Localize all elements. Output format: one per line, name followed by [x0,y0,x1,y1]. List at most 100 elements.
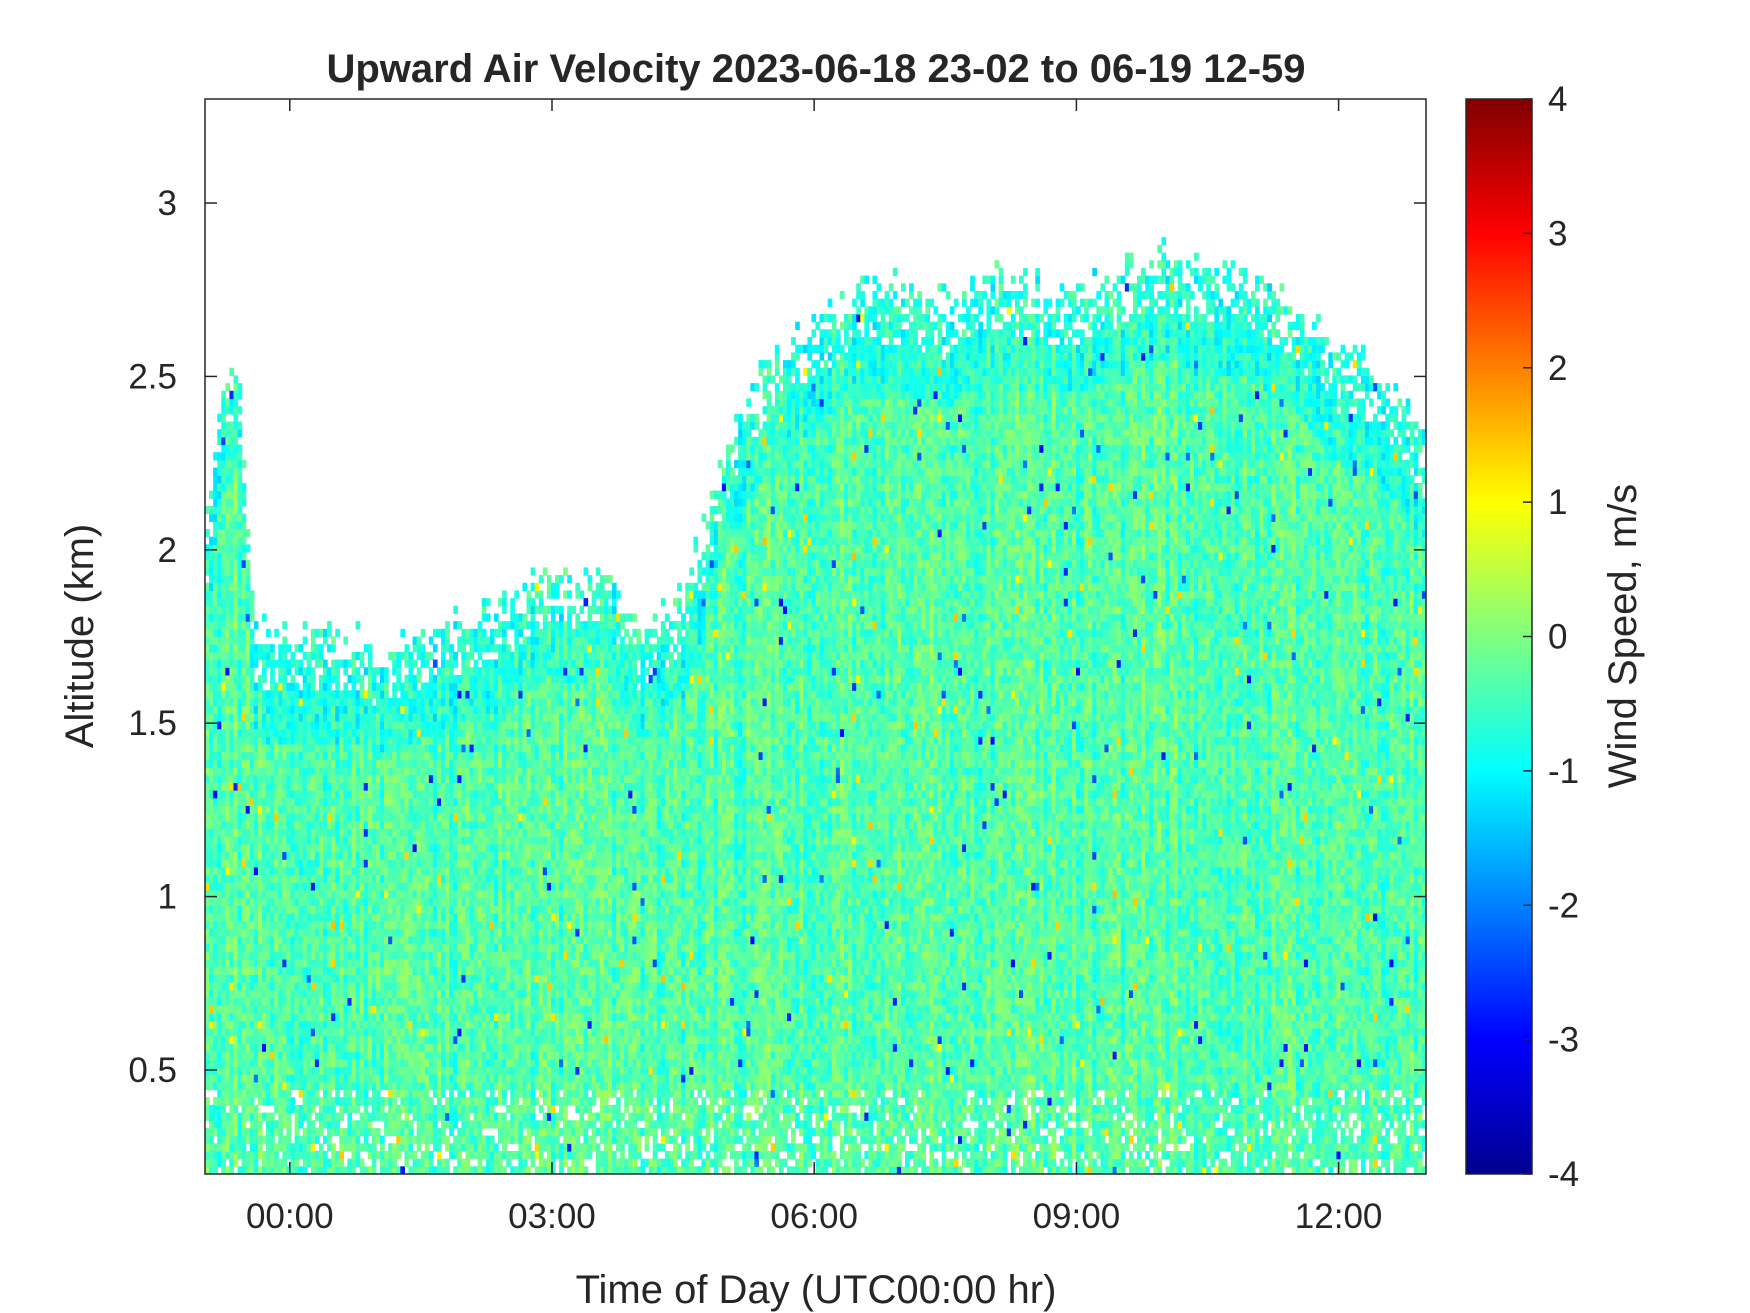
heatmap-cell [433,828,438,836]
heatmap-cell [482,890,487,898]
heatmap-cell [474,675,479,683]
heatmap-cell [238,475,243,483]
heatmap-cell [404,744,409,752]
heatmap-cell [368,790,373,798]
heatmap-cell [360,813,365,821]
heatmap-cell [233,736,238,744]
heatmap-cell [299,782,304,790]
heatmap-cell [278,1128,283,1136]
heatmap-cell [482,613,487,621]
heatmap-cell [356,690,361,698]
heatmap-cell [213,1143,218,1151]
heatmap-cell [474,729,479,737]
heatmap-cell [486,967,491,975]
heatmap-cell [384,928,389,936]
heatmap-cell [278,729,283,737]
heatmap-cell [396,882,401,890]
heatmap-cell [478,790,483,798]
heatmap-cell [461,667,466,675]
heatmap-cell [421,905,426,913]
heatmap-cell [331,767,336,775]
heatmap-cell [331,936,336,944]
heatmap-cell [258,644,263,652]
heatmap-cell [303,974,308,982]
heatmap-cell [242,752,247,760]
heatmap-cell [327,775,332,783]
heatmap-cell [290,1082,295,1090]
heatmap-cell [290,905,295,913]
heatmap-cell [278,798,283,806]
heatmap-cell [209,798,214,806]
heatmap-cell [221,844,226,852]
heatmap-cell [356,805,361,813]
heatmap-cell [286,1151,291,1159]
heatmap-cell [433,852,438,860]
heatmap-cell [368,667,373,675]
heatmap-cell [490,759,495,767]
heatmap-cell [429,1105,434,1113]
heatmap-cell [400,852,405,860]
heatmap-cell [270,890,275,898]
heatmap-cell [474,629,479,637]
heatmap-cell [282,736,287,744]
heatmap-cell [482,936,487,944]
heatmap-cell [335,629,340,637]
heatmap-cell [307,967,312,975]
heatmap-cell [299,1067,304,1075]
heatmap-cell [327,1005,332,1013]
heatmap-cell [331,1067,336,1075]
heatmap-cell [372,882,377,890]
heatmap-cell [372,775,377,783]
heatmap-cell [343,882,348,890]
heatmap-cell [221,637,226,645]
heatmap-cell [380,1059,385,1067]
heatmap-cell [392,1105,397,1113]
heatmap-cell [242,1028,247,1036]
heatmap-cell [388,1043,393,1051]
heatmap-cell [356,1059,361,1067]
heatmap-cell [242,790,247,798]
heatmap-cell [352,1028,357,1036]
heatmap-cell [274,997,279,1005]
heatmap-cell [217,951,222,959]
heatmap-cell [478,882,483,890]
heatmap-cell [254,736,259,744]
heatmap-cell [286,936,291,944]
heatmap-cell [396,683,401,691]
heatmap-cell [404,882,409,890]
heatmap-cell [335,913,340,921]
heatmap-cell [461,1020,466,1028]
heatmap-cell [282,759,287,767]
heatmap-cell [413,805,418,813]
heatmap-cell [286,736,291,744]
heatmap-cell [384,890,389,898]
heatmap-cell [250,752,255,760]
heatmap-cell [372,836,377,844]
heatmap-cell [315,859,320,867]
heatmap-cell [388,805,393,813]
heatmap-cell [225,1136,230,1144]
heatmap-cell [238,1136,243,1144]
heatmap-cell [238,544,243,552]
heatmap-cell [246,844,251,852]
heatmap-cell [409,713,414,721]
heatmap-cell [270,959,275,967]
heatmap-cell [233,621,238,629]
heatmap-cell [323,959,328,967]
heatmap-cell [303,1113,308,1121]
heatmap-cell [470,913,475,921]
heatmap-cell [461,1159,466,1167]
heatmap-cell [331,821,336,829]
heatmap-cell [347,1005,352,1013]
heatmap-cell [229,913,234,921]
heatmap-cell [315,928,320,936]
heatmap-cell [478,982,483,990]
heatmap-cell [242,1097,247,1105]
heatmap-cell [278,882,283,890]
heatmap-cell [295,890,300,898]
heatmap-cell [364,882,369,890]
heatmap-cell [384,736,389,744]
heatmap-cell [282,798,287,806]
heatmap-cell [238,583,243,591]
heatmap-cell [274,1128,279,1136]
